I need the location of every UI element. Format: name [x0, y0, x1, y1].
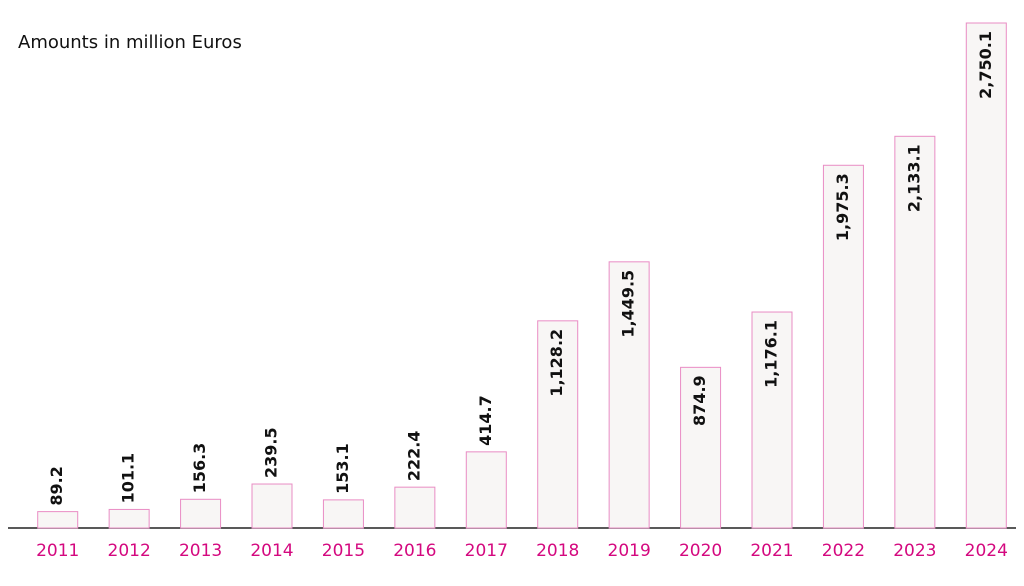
bar [108, 508, 150, 529]
x-tick-label: 2018 [536, 541, 579, 561]
bar [37, 511, 79, 529]
x-tick-label: 2016 [393, 541, 436, 561]
bar [251, 483, 293, 529]
bar [608, 261, 650, 529]
value-label: 2,133.1 [904, 144, 923, 212]
bar [680, 366, 722, 529]
bar [965, 22, 1007, 529]
bar [537, 320, 579, 529]
bar [180, 498, 222, 529]
bar [822, 164, 864, 529]
value-label: 1,449.5 [619, 270, 638, 338]
bar [894, 135, 936, 529]
bar [394, 486, 436, 529]
x-tick-label: 2013 [179, 541, 222, 561]
value-label: 156.3 [190, 443, 209, 494]
chart-title: Amounts in million Euros [18, 32, 242, 53]
bar [465, 451, 507, 529]
bar [751, 311, 793, 529]
x-tick-label: 2012 [108, 541, 151, 561]
value-label: 1,128.2 [547, 329, 566, 397]
x-tick-label: 2021 [750, 541, 793, 561]
x-tick-label: 2022 [822, 541, 865, 561]
value-label: 101.1 [119, 453, 138, 504]
x-tick-label: 2023 [893, 541, 936, 561]
x-tick-label: 2015 [322, 541, 365, 561]
value-label: 153.1 [333, 443, 352, 494]
x-tick-label: 2014 [250, 541, 293, 561]
value-label: 414.7 [476, 395, 495, 446]
value-label: 1,975.3 [833, 173, 852, 241]
value-label: 874.9 [690, 375, 709, 426]
value-label: 239.5 [262, 427, 281, 478]
value-label: 2,750.1 [976, 31, 995, 99]
x-tick-label: 2020 [679, 541, 722, 561]
x-tick-label: 2017 [465, 541, 508, 561]
value-label: 1,176.1 [762, 320, 781, 388]
x-tick-label: 2011 [36, 541, 79, 561]
value-label: 89.2 [47, 466, 66, 505]
x-tick-label: 2024 [965, 541, 1008, 561]
bar [322, 499, 364, 529]
x-tick-label: 2019 [608, 541, 651, 561]
value-label: 222.4 [404, 431, 423, 482]
